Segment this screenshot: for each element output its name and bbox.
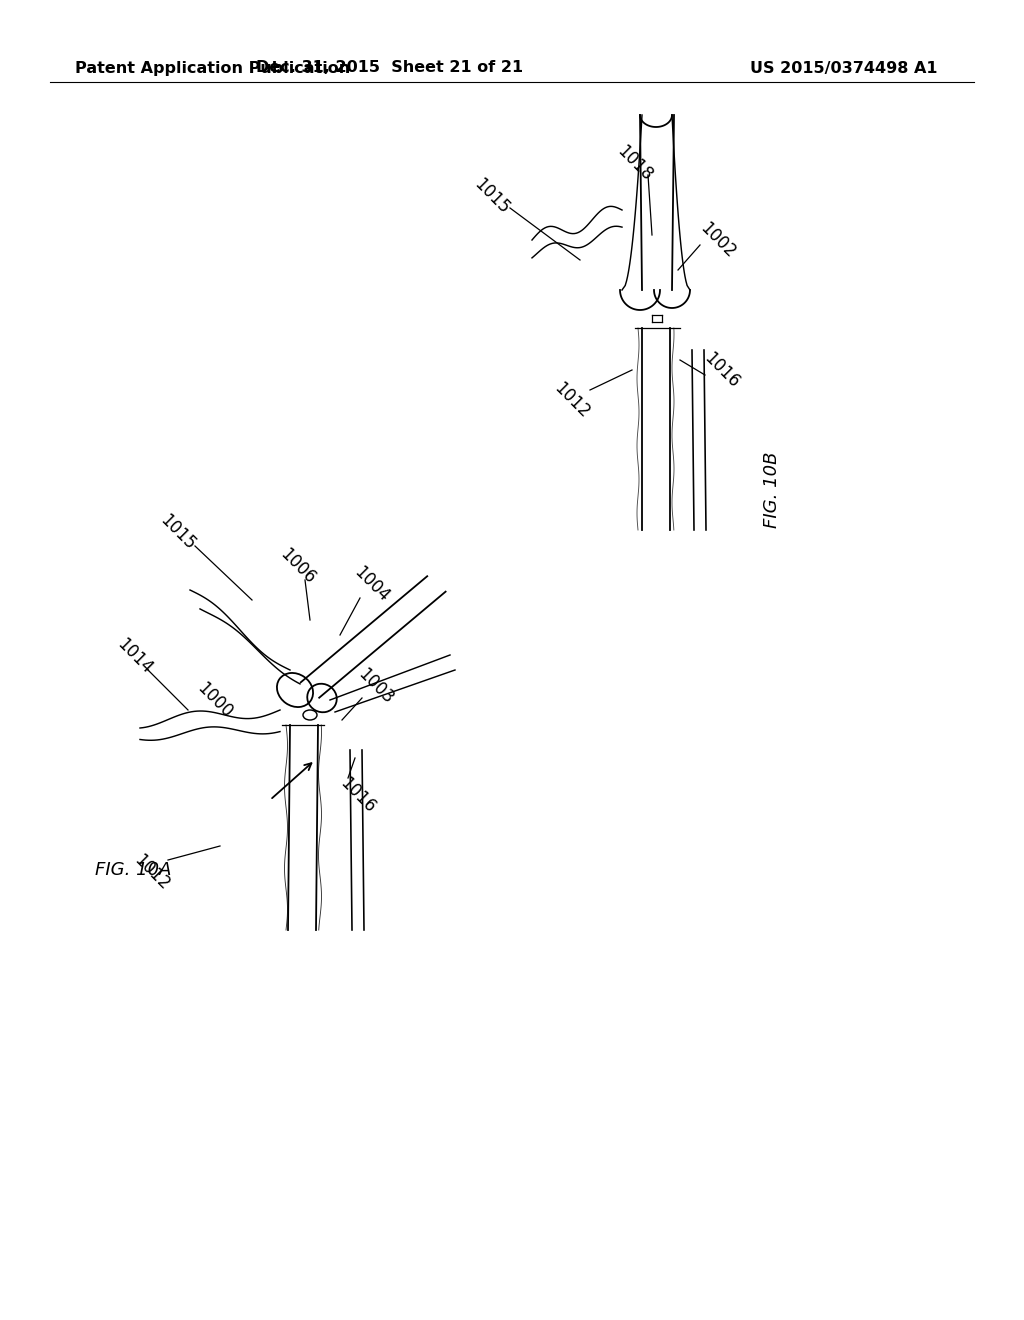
Text: 1016: 1016 (700, 348, 743, 391)
Text: 1006: 1006 (276, 545, 319, 587)
Text: 1018: 1018 (613, 141, 656, 185)
Text: 1014: 1014 (114, 635, 157, 677)
Text: 1004: 1004 (351, 562, 393, 606)
Text: Patent Application Publication: Patent Application Publication (75, 61, 350, 75)
Text: 1012: 1012 (131, 850, 173, 894)
Text: 1002: 1002 (696, 219, 739, 261)
Text: 1015: 1015 (157, 511, 200, 553)
Text: 1016: 1016 (337, 774, 379, 816)
Text: 1003: 1003 (354, 665, 397, 708)
Text: FIG. 10A: FIG. 10A (95, 861, 171, 879)
Text: 1000: 1000 (194, 678, 237, 721)
Text: 1015: 1015 (471, 174, 513, 218)
Text: 1012: 1012 (551, 379, 593, 421)
Text: FIG. 10B: FIG. 10B (763, 451, 781, 528)
Text: US 2015/0374498 A1: US 2015/0374498 A1 (750, 61, 938, 75)
Text: Dec. 31, 2015  Sheet 21 of 21: Dec. 31, 2015 Sheet 21 of 21 (256, 61, 523, 75)
